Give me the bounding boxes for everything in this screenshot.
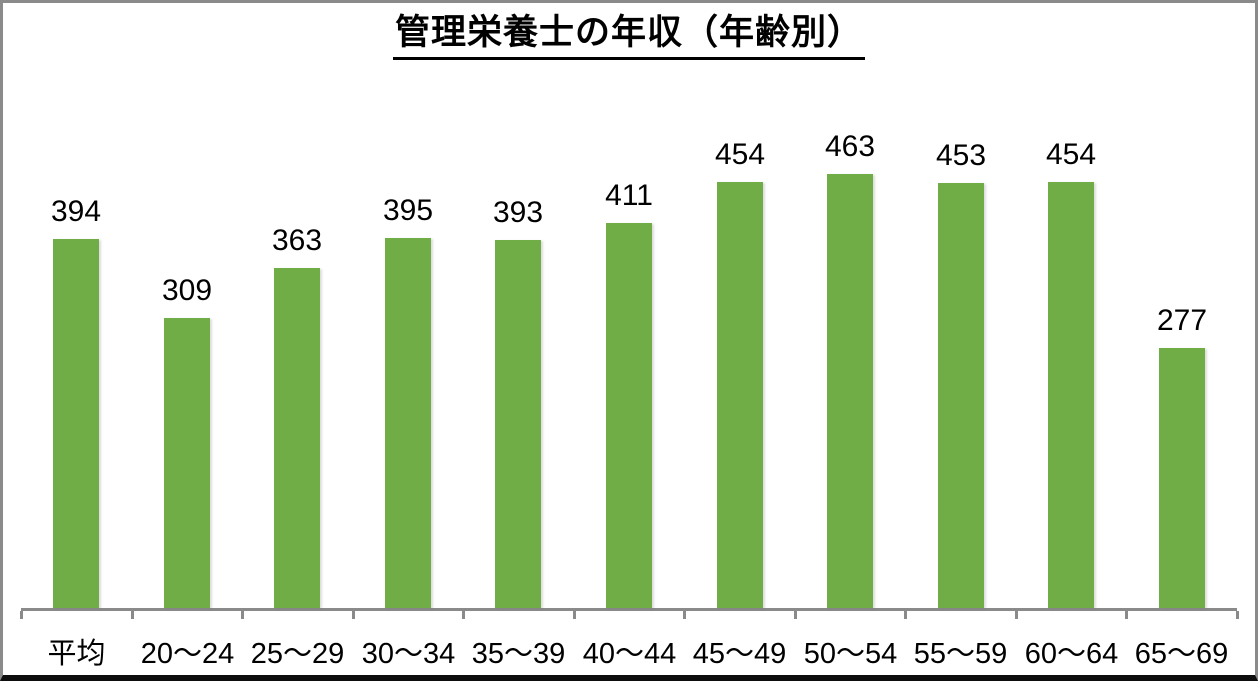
bar xyxy=(938,183,984,608)
x-axis-tick xyxy=(1236,611,1239,619)
x-axis-category-label: 60〜64 xyxy=(1024,638,1119,670)
x-axis-tick xyxy=(904,611,908,619)
bar xyxy=(827,174,873,608)
bar xyxy=(1159,348,1205,608)
bar xyxy=(385,238,431,608)
bar-value-label: 411 xyxy=(605,179,653,212)
bar-value-label: 393 xyxy=(492,196,544,229)
chart-title: 管理栄養士の年収（年齢別） xyxy=(392,13,865,61)
x-axis-tick xyxy=(462,611,466,619)
x-axis-tick xyxy=(351,611,355,619)
x-axis-tick xyxy=(683,611,687,619)
bar-value-label: 363 xyxy=(271,224,323,257)
x-axis-tick xyxy=(1014,611,1018,619)
bar xyxy=(606,223,652,608)
x-axis-category-label: 35〜39 xyxy=(471,638,566,670)
x-axis-tick xyxy=(241,611,245,619)
x-axis-category-label: 25〜29 xyxy=(250,638,345,670)
bar xyxy=(1048,182,1094,608)
x-axis-line xyxy=(21,608,1237,611)
x-axis-category-label: 平均 xyxy=(47,638,106,670)
bar-value-label: 394 xyxy=(50,195,102,228)
x-axis-category-label: 50〜54 xyxy=(803,638,898,670)
bar-value-label: 454 xyxy=(714,138,766,171)
bar xyxy=(164,318,210,608)
x-axis-tick xyxy=(572,611,576,619)
x-axis-category-label: 45〜49 xyxy=(692,638,787,670)
x-axis-tick xyxy=(1125,611,1129,619)
x-axis-tick xyxy=(793,611,797,619)
chart-title-row: 管理栄養士の年収（年齢別） xyxy=(3,13,1255,61)
x-axis-category-label: 40〜44 xyxy=(582,638,677,670)
bar-value-label: 454 xyxy=(1045,138,1097,171)
bar-value-label: 309 xyxy=(161,274,213,307)
x-axis-category-label: 65〜69 xyxy=(1134,638,1229,670)
bar xyxy=(274,268,320,608)
bar-value-label: 395 xyxy=(382,194,434,227)
bar-value-label: 453 xyxy=(935,139,987,172)
bar xyxy=(495,240,541,608)
x-axis-tick xyxy=(130,611,134,619)
bar xyxy=(717,182,763,608)
plot-area: 394 平均 309 20〜24 363 25〜29 395 30〜34 393 35〜39 411… xyxy=(3,3,1255,675)
bar xyxy=(53,239,99,608)
x-axis-category-label: 30〜34 xyxy=(361,638,456,670)
x-axis-category-label: 55〜59 xyxy=(913,638,1008,670)
bar-value-label: 277 xyxy=(1156,304,1208,337)
x-axis-tick xyxy=(20,611,23,619)
x-axis-category-label: 20〜24 xyxy=(140,638,235,670)
bar-value-label: 463 xyxy=(824,130,876,163)
